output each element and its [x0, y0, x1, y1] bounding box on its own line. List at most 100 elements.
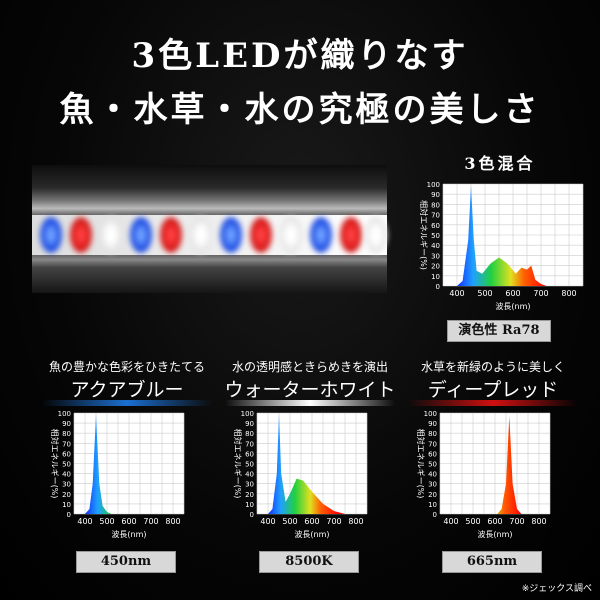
aqua-label: 450nm	[76, 551, 176, 573]
y-tick-label: 20	[428, 491, 437, 499]
led-blue	[130, 217, 152, 253]
y-tick-label: 60	[62, 450, 71, 458]
y-tick-label: 0	[433, 511, 437, 519]
water-label: 8500K	[259, 551, 359, 573]
led-red	[250, 217, 272, 253]
mixed-spectrum-chart: 0 10 20 30 40 50 60 70 80 90 100 400 500 600 700 800 波長(…	[419, 181, 584, 311]
y-tick-label: 30	[62, 481, 71, 489]
spectrum-area	[497, 416, 522, 514]
y-tick-label: 60	[431, 222, 440, 230]
red-label: 665nm	[442, 551, 542, 573]
red-color-bar	[408, 400, 578, 406]
x-axis-label: 波長(nm)	[477, 529, 512, 539]
y-tick-label: 100	[424, 410, 437, 418]
y-tick-label: 80	[245, 430, 254, 438]
x-tick-label: 500	[465, 517, 480, 526]
y-tick-label: 10	[431, 273, 440, 281]
spectrum-area	[268, 415, 345, 514]
y-tick-label: 90	[62, 420, 71, 428]
y-axis-label: 相対エネルギー(%)	[233, 429, 243, 499]
red-caption: 水草を新緑のように美しく	[420, 360, 565, 374]
x-tick-label: 400	[260, 517, 275, 526]
x-tick-label: 400	[443, 517, 458, 526]
aqua-name: アクアブルー	[70, 379, 184, 401]
y-tick-label: 90	[245, 420, 254, 428]
y-tick-label: 30	[245, 481, 254, 489]
y-tick-label: 90	[431, 191, 440, 199]
red-spectrum-chart: 0 10 20 30 40 50 60 70 80 90 100 400 500 600 700 800 波長(…	[416, 410, 551, 539]
led-blue	[220, 217, 242, 253]
mixed-chart-title: 3色混合	[464, 154, 536, 173]
y-tick-label: 100	[241, 410, 254, 418]
water-name: ウォーターホワイト	[224, 379, 396, 401]
y-tick-label: 50	[245, 461, 254, 469]
y-tick-label: 0	[250, 511, 254, 519]
led-white	[365, 217, 387, 253]
x-axis-label: 波長(nm)	[495, 301, 530, 311]
x-tick-label: 600	[121, 517, 136, 526]
y-tick-label: 50	[431, 232, 440, 240]
water-caption: 水の透明感ときらめきを演出	[231, 360, 388, 374]
y-tick-label: 20	[62, 491, 71, 499]
y-tick-label: 100	[427, 181, 440, 189]
spectrum-area	[457, 186, 547, 286]
y-tick-label: 100	[58, 410, 71, 418]
led-white	[190, 217, 212, 253]
x-tick-label: 800	[348, 517, 363, 526]
y-tick-label: 60	[245, 450, 254, 458]
x-tick-label: 700	[143, 517, 158, 526]
y-tick-label: 70	[245, 440, 254, 448]
y-tick-label: 80	[62, 430, 71, 438]
headline-line2: 魚・水草・水の究極の美しさ	[59, 90, 541, 130]
x-tick-label: 400	[77, 517, 92, 526]
led-red	[160, 217, 182, 253]
y-tick-label: 60	[428, 450, 437, 458]
y-tick-label: 30	[428, 481, 437, 489]
x-axis-label: 波長(nm)	[294, 529, 329, 539]
x-tick-label: 800	[165, 517, 180, 526]
y-tick-label: 80	[431, 201, 440, 209]
water-spectrum-chart: 0 10 20 30 40 50 60 70 80 90 100 400 500 600 700 800 波長(…	[233, 410, 368, 539]
aqua-spectrum-chart: 0 10 20 30 40 50 60 70 80 90 100 400 500 600 700 800 波長(…	[50, 410, 185, 539]
y-tick-label: 20	[245, 491, 254, 499]
footnote: ※ジェックス調べ	[521, 584, 592, 594]
y-tick-label: 0	[436, 283, 440, 291]
water-color-bar	[225, 400, 395, 406]
x-tick-label: 500	[477, 289, 492, 298]
y-tick-label: 40	[431, 242, 440, 250]
y-tick-label: 10	[428, 501, 437, 509]
y-tick-label: 90	[428, 420, 437, 428]
x-tick-label: 600	[304, 517, 319, 526]
y-tick-label: 10	[245, 501, 254, 509]
led-strip-photo	[32, 165, 387, 293]
x-tick-label: 500	[99, 517, 114, 526]
mixed-label: 演色性 Ra78	[447, 320, 551, 342]
x-tick-label: 700	[326, 517, 341, 526]
y-axis-label: 相対エネルギー(%)	[416, 429, 426, 499]
y-tick-label: 10	[62, 501, 71, 509]
aqua-caption: 魚の豊かな色彩をひきたてる	[48, 360, 205, 374]
y-axis-label: 相対エネルギー(%)	[419, 200, 429, 270]
led-red	[70, 217, 92, 253]
x-tick-label: 600	[487, 517, 502, 526]
y-tick-label: 70	[431, 212, 440, 220]
led-blue	[40, 217, 62, 253]
y-tick-label: 80	[428, 430, 437, 438]
x-tick-label: 800	[531, 517, 546, 526]
y-tick-label: 50	[428, 461, 437, 469]
x-tick-label: 600	[505, 289, 520, 298]
x-axis-label: 波長(nm)	[111, 529, 146, 539]
y-tick-label: 70	[62, 440, 71, 448]
spectrum-area	[85, 415, 112, 514]
led-white	[100, 217, 122, 253]
y-axis-label: 相対エネルギー(%)	[50, 429, 60, 499]
x-tick-label: 500	[282, 517, 297, 526]
red-name: ディープレッド	[427, 379, 559, 401]
y-tick-label: 40	[428, 471, 437, 479]
y-tick-label: 70	[428, 440, 437, 448]
y-tick-label: 40	[62, 471, 71, 479]
headline-line1: 3色LEDが織りなす	[131, 36, 469, 76]
y-tick-label: 20	[431, 263, 440, 271]
x-tick-label: 800	[561, 289, 576, 298]
led-white	[280, 217, 302, 253]
